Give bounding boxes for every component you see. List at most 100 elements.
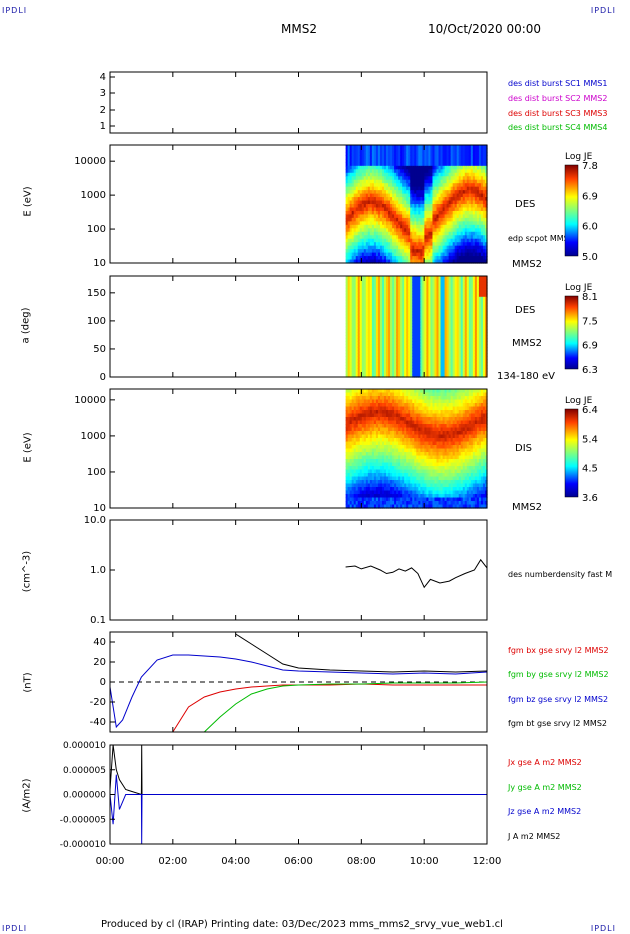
des-pitch-spectrogram-cell (436, 311, 440, 316)
des-pitch-spectrogram-cell (392, 329, 395, 334)
des-energy-spectrogram-cell (454, 207, 458, 212)
des-energy-spectrogram-cell (347, 148, 351, 153)
des-pitch-spectrogram-cell (406, 368, 409, 372)
des-energy-spectrogram-cell (480, 183, 484, 188)
des-pitch-spectrogram-cell (412, 344, 415, 348)
des-pitch-spectrogram-cell (363, 317, 367, 322)
des-energy-spectrogram-cell (454, 245, 458, 250)
des-pitch-spectrogram-cell (444, 341, 448, 345)
des-energy-spectrogram-cell (434, 165, 438, 170)
des-energy-spectrogram-cell (392, 249, 395, 254)
des-pitch-spectrogram-cell (472, 314, 476, 319)
des-energy-spectrogram-cell (426, 155, 430, 160)
des-energy-spectrogram-cell (464, 176, 468, 181)
des-energy-spectrogram-cell (377, 151, 381, 157)
des-energy-spectrogram-cell (371, 235, 375, 240)
des-energy-spectrogram-cell (404, 242, 407, 247)
des-pitch-spectrogram-cell (363, 323, 367, 328)
des-pitch-spectrogram-cell (375, 287, 379, 292)
des-pitch-spectrogram-cell (396, 317, 399, 322)
des-energy-spectrogram-cell (452, 207, 456, 212)
des-pitch-spectrogram-cell (398, 326, 401, 331)
dis-energy-spectrogram-cell (355, 403, 359, 408)
des-energy-spectrogram-cell (386, 145, 389, 150)
des-energy-spectrogram-cell (400, 259, 403, 264)
des-energy-spectrogram-cell (418, 228, 421, 233)
dis-energy-spectrogram-cell (345, 445, 349, 450)
des-pitch-spectrogram-cell (396, 350, 399, 354)
des-energy-spectrogram-cell (432, 210, 436, 216)
des-energy-spectrogram-cell (367, 204, 371, 209)
des-energy-spectrogram-cell (394, 183, 397, 188)
des-energy-spectrogram-cell (398, 186, 401, 191)
des-pitch-spectrogram-cell (361, 326, 365, 331)
des-energy-spectrogram-cell (392, 148, 395, 153)
des-pitch-spectrogram-cell (408, 296, 411, 301)
des-energy-spectrogram-cell (373, 217, 377, 222)
dis-energy-spectrogram-cell (349, 497, 353, 502)
des-energy-spectrogram-cell (470, 242, 474, 247)
des-pitch-spectrogram-cell (480, 320, 484, 325)
des-energy-spectrogram-cell (353, 224, 357, 229)
dis-energy-spectrogram-cell (355, 494, 359, 499)
des-pitch-spectrogram-cell (365, 302, 369, 307)
des-pitch-spectrogram-cell (428, 320, 432, 325)
des-pitch-spectrogram-cell (478, 276, 482, 280)
des-energy-spectrogram-cell (470, 169, 474, 174)
des-energy-spectrogram-cell (474, 252, 478, 257)
des-energy-spectrogram-cell (428, 224, 432, 229)
des-energy-spectrogram-cell (357, 186, 361, 191)
des-pitch-spectrogram-cell (400, 368, 403, 372)
des-pitch-spectrogram-cell (458, 350, 462, 354)
des-pitch-spectrogram-cell (484, 317, 488, 322)
des-pitch-spectrogram-cell (377, 356, 381, 360)
dis-energy-spectrogram-cell (349, 441, 353, 446)
des-pitch-spectrogram-cell (410, 347, 413, 351)
des-energy-spectrogram-cell (414, 231, 417, 236)
des-energy-spectrogram-cell (381, 245, 385, 250)
dis-energy-spectrogram-cell (349, 403, 353, 408)
dis-energy-spectrogram-cell (345, 476, 349, 481)
des-pitch-spectrogram-cell (406, 314, 409, 319)
des-pitch-spectrogram-cell (446, 365, 450, 369)
des-energy-spectrogram-cell (422, 148, 425, 153)
des-pitch-spectrogram-cell (436, 326, 440, 331)
des-energy-spectrogram-cell (470, 231, 474, 236)
des-energy-spectrogram-cell (474, 186, 478, 191)
des-energy-spectrogram-cell (375, 172, 379, 177)
dis-energy-spectrogram-cell (349, 501, 353, 506)
des-pitch-spectrogram-cell (454, 278, 458, 283)
des-pitch-spectrogram-cell (410, 320, 413, 325)
des-energy-spectrogram-cell (392, 231, 395, 236)
des-energy-spectrogram-cell (450, 162, 454, 167)
des-pitch-spectrogram-cell (392, 362, 395, 366)
des-pitch-spectrogram-cell (345, 326, 349, 331)
des-energy-spectrogram-cell (426, 148, 430, 153)
des-pitch-spectrogram-cell (458, 338, 462, 342)
des-energy-spectrogram-cell (410, 179, 413, 184)
des-pitch-spectrogram-cell (377, 329, 381, 334)
des-energy-spectrogram-cell (460, 172, 464, 177)
des-pitch-spectrogram-cell (396, 323, 399, 328)
des-energy-spectrogram-cell (424, 228, 428, 233)
dis-energy-spectrogram-cell (351, 417, 355, 422)
des-pitch-spectrogram-cell (396, 302, 399, 307)
des-pitch-spectrogram-cell (404, 356, 407, 360)
des-pitch-spectrogram-cell (440, 281, 444, 286)
des-pitch-spectrogram-cell (353, 320, 357, 325)
des-energy-spectrogram-cell (478, 221, 482, 226)
des-pitch-spectrogram-cell (373, 276, 377, 280)
des-pitch-spectrogram-cell (369, 293, 373, 298)
des-energy-spectrogram-cell (361, 179, 365, 184)
des-energy-spectrogram-cell (418, 179, 421, 184)
des-pitch-spectrogram-cell (420, 308, 423, 313)
des-energy-spectrogram-cell (460, 193, 464, 198)
des-pitch-spectrogram-cell (472, 320, 476, 325)
des-energy-spectrogram-cell (367, 165, 371, 170)
des-pitch-spectrogram-cell (349, 278, 353, 283)
des-energy-spectrogram-cell (452, 145, 456, 150)
des-energy-spectrogram-cell (440, 221, 444, 226)
des-pitch-spectrogram-cell (480, 281, 484, 286)
dis-energy-spectrogram-cell (347, 427, 351, 432)
des-pitch-spectrogram-cell (345, 353, 349, 357)
